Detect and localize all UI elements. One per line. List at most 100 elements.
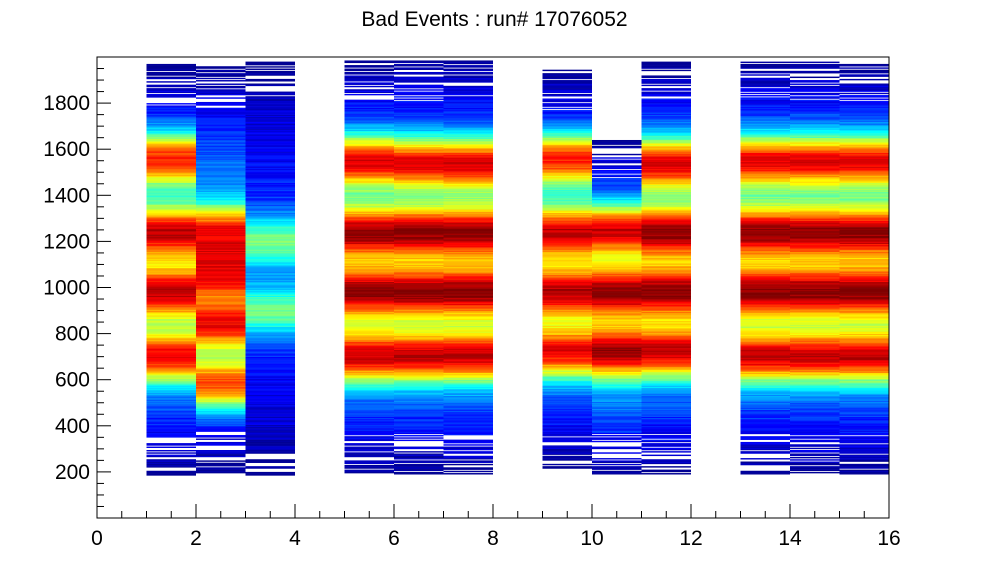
heatmap-cell [344,178,394,180]
y-tick-label: 600 [55,369,90,392]
heatmap-cell [790,235,840,238]
heatmap-cell [592,265,642,268]
heatmap-cell [641,273,691,276]
heatmap-cell [245,184,295,187]
heatmap-cell [790,148,840,150]
heatmap-cell [641,469,691,472]
heatmap-cell [790,138,840,141]
heatmap-cell [641,440,691,443]
heatmap-cell [790,96,840,98]
heatmap-cell [245,285,295,287]
heatmap-column [443,60,493,475]
heatmap-cell [592,365,642,368]
heatmap-cell [542,145,592,148]
heatmap-cell [641,417,691,420]
heatmap-cell [344,398,394,400]
heatmap-cell [245,312,295,315]
heatmap-cell [790,390,840,392]
heatmap-cell [839,387,889,390]
heatmap-cell [592,284,642,286]
heatmap-cell [641,361,691,363]
heatmap-cell [443,339,493,341]
heatmap-cell [790,191,840,194]
heatmap-cell [344,385,394,387]
heatmap-cell [839,284,889,286]
heatmap-cell [790,179,840,181]
heatmap-cell [790,152,840,155]
heatmap-cell [641,114,691,117]
heatmap-cell [344,149,394,151]
heatmap-cell [245,429,295,431]
heatmap-cell [344,118,394,120]
heatmap-cell [740,326,790,329]
heatmap-cell [394,144,444,147]
heatmap-cell [245,206,295,209]
heatmap-cell [196,145,246,148]
heatmap-cell [641,119,691,121]
heatmap-cell [344,246,394,248]
heatmap-cell [839,202,889,204]
heatmap-cell [344,231,394,233]
heatmap-cell [196,328,246,331]
heatmap-cell [542,80,592,82]
heatmap-cell [344,317,394,319]
heatmap-cell [839,267,889,270]
heatmap-cell [344,193,394,195]
heatmap-cell [542,318,592,321]
heatmap-cell [740,447,790,450]
heatmap-cell [790,209,840,211]
y-tick-label: 800 [55,323,90,346]
heatmap-cell [196,75,246,77]
heatmap-cell [839,235,889,238]
heatmap-cell [196,349,246,352]
axis-ticks [96,56,890,519]
heatmap-cell [839,243,889,246]
heatmap-cell [740,348,790,351]
heatmap-cell [542,435,592,437]
heatmap-cell [196,229,246,232]
heatmap-cell [443,301,493,303]
heatmap-cell [443,294,493,296]
heatmap-cell [245,275,295,278]
heatmap-cell [641,228,691,231]
heatmap-cell [542,349,592,352]
heatmap-cell [790,168,840,171]
heatmap-cell [592,231,642,233]
heatmap-cell [443,337,493,339]
heatmap-cell [245,426,295,429]
heatmap-cell [740,418,790,421]
heatmap-cell [839,254,889,256]
heatmap-cell [245,343,295,346]
heatmap-cell [542,189,592,191]
heatmap-cell [641,196,691,198]
heatmap-cell [740,151,790,153]
heatmap-cell [443,386,493,389]
heatmap-cell [542,438,592,440]
heatmap-cell [394,212,444,215]
heatmap-cell [245,450,295,452]
heatmap-cell [641,236,691,239]
heatmap-cell [790,421,840,423]
heatmap-cell [790,160,840,163]
heatmap-cell [641,439,691,442]
x-tick-label: 6 [388,527,400,550]
heatmap-cell [196,332,246,334]
heatmap-cell [245,303,295,306]
heatmap-cell [740,123,790,126]
heatmap-cell [245,70,295,73]
heatmap-cell [344,319,394,322]
heatmap-cell [146,379,196,382]
heatmap-cell [443,68,493,70]
heatmap-cell [641,444,691,446]
heatmap-cell [839,407,889,409]
heatmap-cell [344,263,394,265]
heatmap-cell [790,333,840,336]
heatmap-cell [146,158,196,160]
heatmap-cell [790,247,840,249]
heatmap-cell [592,333,642,336]
heatmap-cell [146,289,196,292]
heatmap-cell [443,78,493,81]
heatmap-cell [542,229,592,232]
heatmap-cell [740,413,790,415]
heatmap-cell [146,311,196,314]
